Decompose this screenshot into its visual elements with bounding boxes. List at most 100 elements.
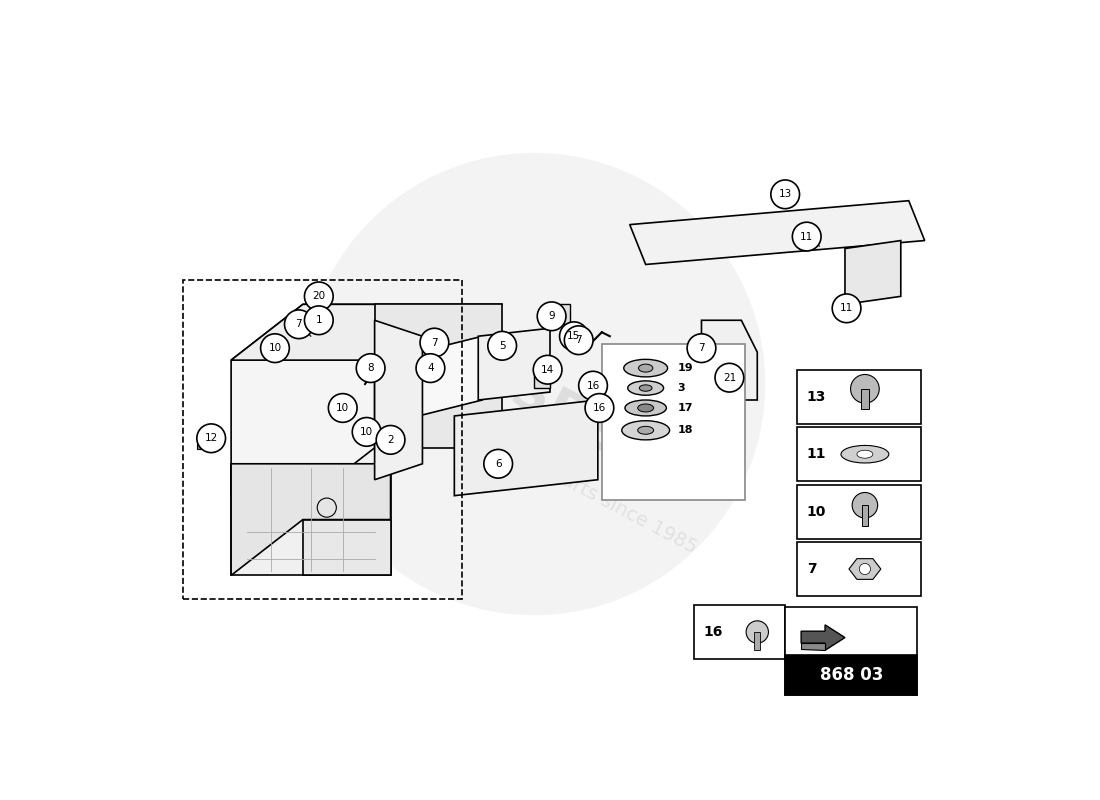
Text: 7: 7	[698, 343, 705, 353]
Circle shape	[859, 563, 870, 574]
Text: 7: 7	[575, 335, 582, 346]
Circle shape	[792, 222, 821, 251]
Text: 2: 2	[387, 435, 394, 445]
Circle shape	[356, 354, 385, 382]
Circle shape	[560, 322, 588, 350]
Ellipse shape	[628, 381, 663, 395]
Text: 19: 19	[678, 363, 693, 373]
FancyBboxPatch shape	[693, 605, 785, 659]
Text: 11: 11	[806, 447, 826, 462]
Text: 7: 7	[431, 338, 438, 347]
Circle shape	[771, 180, 800, 209]
Text: 15: 15	[568, 331, 581, 342]
Ellipse shape	[638, 426, 653, 434]
Ellipse shape	[638, 404, 653, 412]
FancyBboxPatch shape	[755, 632, 760, 650]
FancyBboxPatch shape	[197, 438, 215, 450]
Circle shape	[688, 334, 716, 362]
Text: 7: 7	[806, 562, 816, 576]
Text: 8: 8	[367, 363, 374, 373]
Ellipse shape	[638, 364, 652, 372]
Ellipse shape	[639, 385, 652, 391]
Text: 5: 5	[499, 341, 506, 350]
Polygon shape	[375, 320, 422, 480]
Circle shape	[585, 394, 614, 422]
Polygon shape	[231, 464, 390, 575]
FancyBboxPatch shape	[798, 542, 921, 596]
Circle shape	[715, 363, 744, 392]
Circle shape	[746, 621, 769, 643]
Ellipse shape	[857, 450, 873, 458]
Text: 6: 6	[495, 458, 502, 469]
Circle shape	[376, 426, 405, 454]
Polygon shape	[801, 625, 845, 650]
Text: a passion for parts since 1985: a passion for parts since 1985	[431, 402, 701, 558]
Polygon shape	[375, 304, 503, 448]
Text: 13: 13	[806, 390, 826, 404]
Circle shape	[261, 334, 289, 362]
Text: euSPECS: euSPECS	[438, 331, 694, 501]
Circle shape	[352, 418, 381, 446]
Text: 17: 17	[678, 403, 693, 413]
Circle shape	[534, 355, 562, 384]
Circle shape	[487, 331, 517, 360]
Circle shape	[484, 450, 513, 478]
Circle shape	[579, 371, 607, 400]
Ellipse shape	[302, 153, 766, 615]
Text: 7: 7	[296, 319, 303, 330]
FancyBboxPatch shape	[798, 485, 921, 538]
Text: 13: 13	[779, 190, 792, 199]
Polygon shape	[231, 464, 390, 575]
FancyBboxPatch shape	[785, 607, 916, 695]
Circle shape	[305, 306, 333, 334]
Text: 10: 10	[806, 505, 826, 518]
Text: 10: 10	[360, 427, 373, 437]
FancyBboxPatch shape	[798, 427, 921, 482]
Text: 21: 21	[723, 373, 736, 382]
Text: 11: 11	[840, 303, 854, 314]
Ellipse shape	[624, 359, 668, 377]
Circle shape	[416, 354, 444, 382]
Polygon shape	[845, 241, 901, 304]
Text: 20: 20	[312, 291, 326, 302]
Text: 14: 14	[541, 365, 554, 374]
Text: 10: 10	[268, 343, 282, 353]
Text: 16: 16	[703, 625, 723, 639]
Circle shape	[833, 294, 861, 322]
Circle shape	[197, 424, 226, 453]
Polygon shape	[801, 643, 825, 650]
Circle shape	[852, 493, 878, 518]
Polygon shape	[231, 304, 375, 504]
FancyBboxPatch shape	[861, 389, 869, 409]
FancyBboxPatch shape	[861, 506, 868, 526]
Text: 12: 12	[205, 434, 218, 443]
Text: 1: 1	[316, 315, 322, 326]
Text: 3: 3	[678, 383, 685, 393]
Text: 4: 4	[427, 363, 433, 373]
FancyBboxPatch shape	[798, 370, 921, 424]
Circle shape	[850, 374, 879, 403]
Text: 9: 9	[548, 311, 554, 322]
Text: 11: 11	[800, 231, 813, 242]
Text: 16: 16	[586, 381, 600, 390]
Polygon shape	[302, 519, 390, 575]
Circle shape	[564, 326, 593, 354]
Text: 868 03: 868 03	[820, 666, 883, 684]
Polygon shape	[478, 328, 550, 400]
Text: 18: 18	[678, 426, 693, 435]
Text: 10: 10	[337, 403, 350, 413]
Polygon shape	[702, 320, 757, 400]
Circle shape	[285, 310, 314, 338]
Ellipse shape	[621, 421, 670, 440]
Circle shape	[537, 302, 565, 330]
Polygon shape	[849, 558, 881, 579]
Ellipse shape	[625, 400, 667, 416]
Polygon shape	[231, 304, 503, 360]
Polygon shape	[535, 372, 550, 388]
Text: 16: 16	[593, 403, 606, 413]
FancyBboxPatch shape	[602, 344, 746, 500]
Polygon shape	[454, 400, 597, 496]
Polygon shape	[629, 201, 925, 265]
Circle shape	[305, 282, 333, 310]
Polygon shape	[418, 336, 482, 416]
